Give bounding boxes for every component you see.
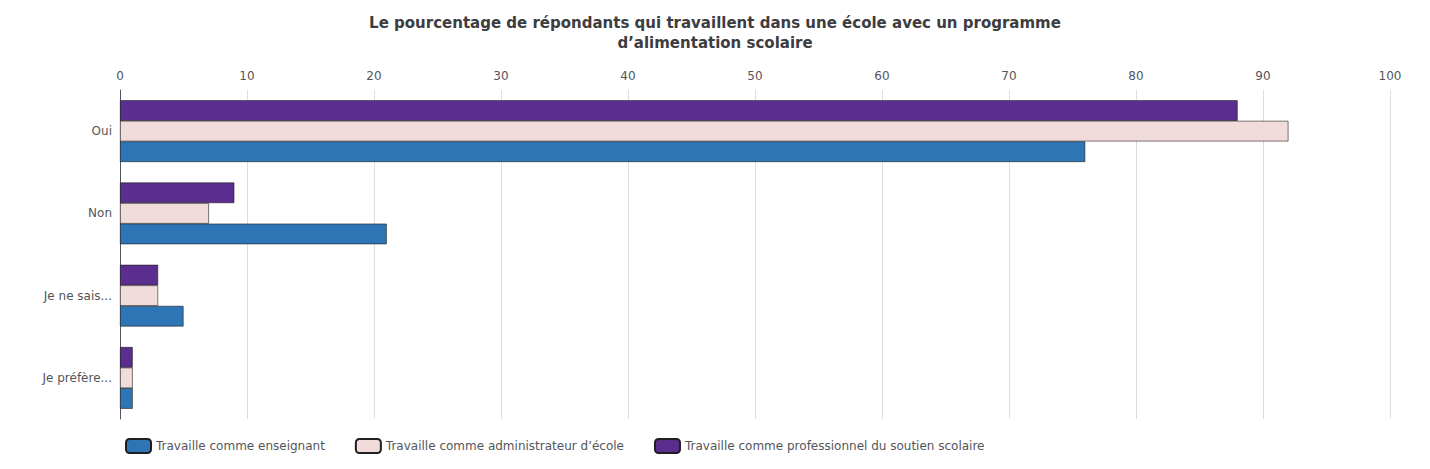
svg-text:10: 10 <box>239 69 254 83</box>
svg-text:50: 50 <box>747 69 762 83</box>
svg-text:90: 90 <box>1255 69 1270 83</box>
svg-text:40: 40 <box>620 69 635 83</box>
svg-text:100: 100 <box>1379 69 1402 83</box>
svg-text:Travaille comme administrateur: Travaille comme administrateur d’école <box>385 439 624 453</box>
svg-text:Oui: Oui <box>92 124 112 138</box>
svg-text:Je ne sais...: Je ne sais... <box>43 289 112 303</box>
svg-text:Travaille comme enseignant: Travaille comme enseignant <box>155 439 325 453</box>
svg-text:80: 80 <box>1128 69 1143 83</box>
svg-text:20: 20 <box>366 69 381 83</box>
svg-text:0: 0 <box>116 69 124 83</box>
svg-text:Le pourcentage de répondants q: Le pourcentage de répondants qui travail… <box>369 14 1061 32</box>
svg-text:Je préfère...: Je préfère... <box>41 371 112 385</box>
svg-text:d’alimentation scolaire: d’alimentation scolaire <box>617 34 812 52</box>
svg-text:Travaille comme professionnel: Travaille comme professionnel du soutien… <box>684 439 985 453</box>
svg-text:70: 70 <box>1001 69 1016 83</box>
svg-text:60: 60 <box>874 69 889 83</box>
svg-text:30: 30 <box>493 69 508 83</box>
svg-text:Non: Non <box>88 206 112 220</box>
